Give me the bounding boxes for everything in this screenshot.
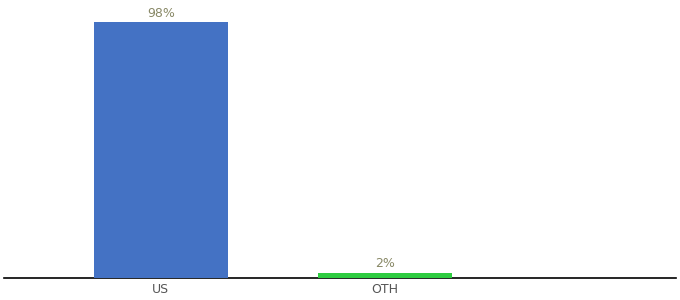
Bar — [94, 22, 228, 278]
Text: 98%: 98% — [147, 7, 175, 20]
Text: 2%: 2% — [375, 257, 394, 270]
Bar — [318, 273, 452, 278]
